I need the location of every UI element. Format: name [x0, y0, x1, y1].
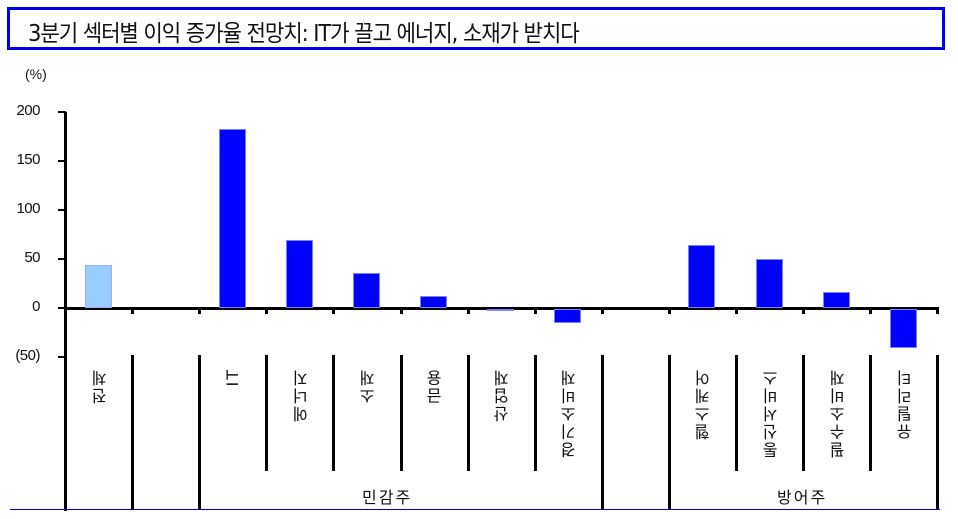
- y-tick-label: 150: [16, 151, 40, 168]
- y-tick-label: 50: [24, 249, 40, 266]
- category-divider: [131, 355, 135, 510]
- bar-전체: [84, 264, 112, 308]
- x-tick: [735, 309, 738, 314]
- bar-헬스케어: [688, 245, 716, 308]
- bar-소재: [352, 272, 380, 308]
- x-tick: [600, 309, 604, 314]
- bottom-rule: [10, 509, 940, 510]
- x-tick: [466, 309, 470, 314]
- category-label: 전체: [90, 368, 110, 404]
- x-tick: [131, 309, 135, 314]
- x-tick: [332, 309, 336, 314]
- bar-산업재: [487, 309, 515, 311]
- x-tick: [399, 309, 403, 314]
- category-divider: [466, 355, 470, 471]
- x-tick: [265, 309, 269, 314]
- y-axis-unit-label: (%): [25, 66, 47, 82]
- category-divider: [936, 355, 940, 510]
- category-divider: [198, 355, 202, 510]
- y-tick-label: 100: [16, 200, 40, 217]
- category-label: 경기소비재: [560, 368, 580, 458]
- category-label: 에너지: [291, 368, 311, 422]
- category-divider: [802, 355, 806, 471]
- category-divider: [667, 355, 671, 510]
- bar-에너지: [285, 240, 313, 308]
- y-tick-label: 0: [32, 298, 40, 315]
- category-divider: [265, 355, 269, 471]
- y-tick: [58, 258, 66, 260]
- y-tick: [58, 356, 66, 358]
- category-label: 통신서비스: [761, 368, 781, 458]
- chart-title-box: 3분기 섹터별 이익 증가율 전망치: IT가 끌고 에너지, 소재가 받치다: [7, 7, 945, 50]
- y-tick: [58, 111, 66, 113]
- category-label: 금융: [426, 368, 446, 404]
- category-divider: [332, 355, 336, 471]
- bar-유틸리티: [889, 309, 917, 349]
- x-tick: [869, 309, 873, 314]
- y-tick-label: 200: [16, 102, 40, 119]
- y-axis-line: [64, 112, 67, 511]
- bar-경기소비재: [554, 309, 582, 323]
- y-tick: [58, 160, 66, 162]
- category-label: 소재: [358, 368, 378, 404]
- category-label: IT: [222, 368, 242, 387]
- x-tick: [802, 309, 806, 314]
- chart-title: 3분기 섹터별 이익 증가율 전망치: IT가 끌고 에너지, 소재가 받치다: [28, 21, 580, 47]
- y-tick: [58, 209, 66, 211]
- x-tick: [936, 309, 940, 314]
- x-tick: [667, 309, 671, 314]
- category-label: 헬스케어: [694, 368, 714, 440]
- category-label: 유틸리티: [895, 368, 915, 440]
- category-divider: [399, 355, 403, 471]
- y-tick-label: (50): [15, 347, 40, 364]
- group-label-cyclical: 민감주: [362, 488, 413, 507]
- bar-필수소비재: [822, 292, 850, 308]
- bar-IT: [218, 128, 246, 308]
- bar-금융: [420, 296, 448, 308]
- group-label-defensive: 방어주: [777, 488, 828, 507]
- x-tick: [198, 309, 202, 314]
- category-divider: [533, 355, 537, 471]
- y-tick: [58, 307, 66, 309]
- category-divider: [600, 355, 604, 510]
- x-axis-zero-line: [64, 307, 939, 310]
- category-divider: [735, 355, 738, 471]
- x-tick: [533, 309, 537, 314]
- category-label: 산업재: [493, 368, 513, 422]
- category-label: 필수소비재: [828, 368, 848, 458]
- bar-통신서비스: [755, 259, 783, 308]
- category-divider: [869, 355, 873, 471]
